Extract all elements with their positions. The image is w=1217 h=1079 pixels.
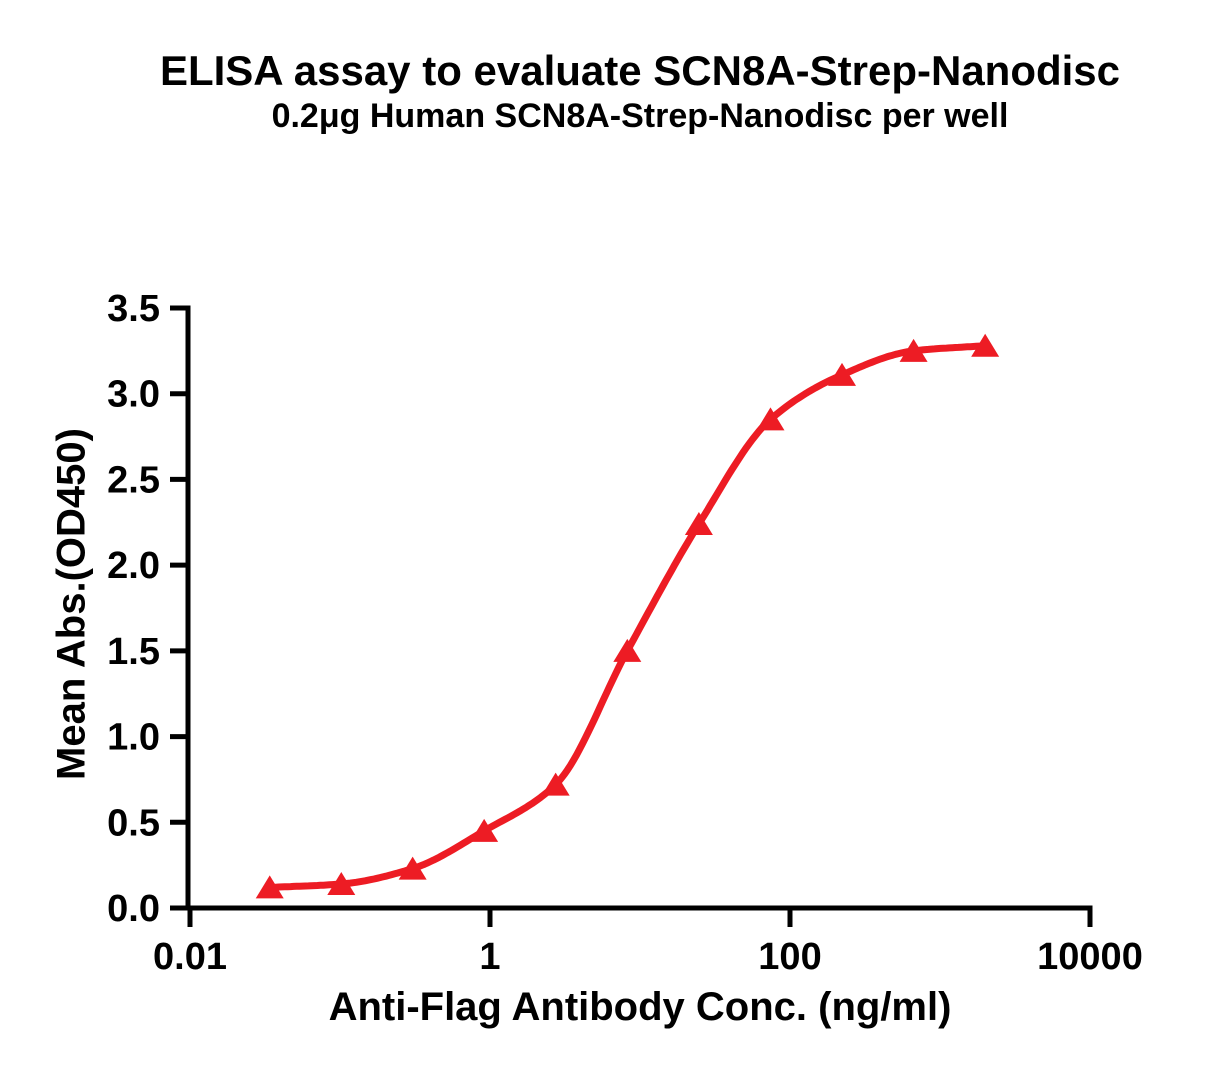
data-point-marker: [255, 875, 284, 899]
data-point-marker: [828, 362, 857, 386]
data-point-marker: [398, 856, 427, 880]
y-tick-label: 3.5: [107, 288, 160, 330]
y-tick-label: 1.5: [107, 631, 160, 673]
x-tick-label: 0.01: [153, 936, 227, 978]
data-point-marker: [541, 772, 570, 796]
y-tick-label: 2.5: [107, 459, 160, 501]
y-tick-label: 0.5: [107, 802, 160, 844]
data-point-marker: [327, 872, 356, 895]
data-point-marker: [613, 638, 642, 662]
y-tick-label: 0.0: [107, 888, 160, 930]
data-point-marker: [470, 818, 499, 842]
y-tick-label: 3.0: [107, 374, 160, 416]
data-point-marker: [899, 338, 928, 362]
dose-response-curve: [266, 342, 989, 891]
y-tick-label: 2.0: [107, 545, 160, 587]
y-tick-label: 1.0: [107, 717, 160, 759]
x-tick-label: 10000: [1037, 936, 1143, 978]
chart-subtitle: 0.2μg Human SCN8A-Strep-Nanodisc per wel…: [271, 97, 1009, 135]
x-tick-label: 1: [479, 936, 500, 978]
data-point-marker: [756, 407, 785, 431]
data-point-marker: [684, 512, 713, 535]
x-tick-label: 100: [758, 936, 821, 978]
chart-title: ELISA assay to evaluate SCN8A-Strep-Nano…: [159, 47, 1121, 94]
data-point-marker: [971, 333, 1000, 357]
x-axis-label: Anti-Flag Antibody Conc. (ng/ml): [328, 985, 952, 1029]
